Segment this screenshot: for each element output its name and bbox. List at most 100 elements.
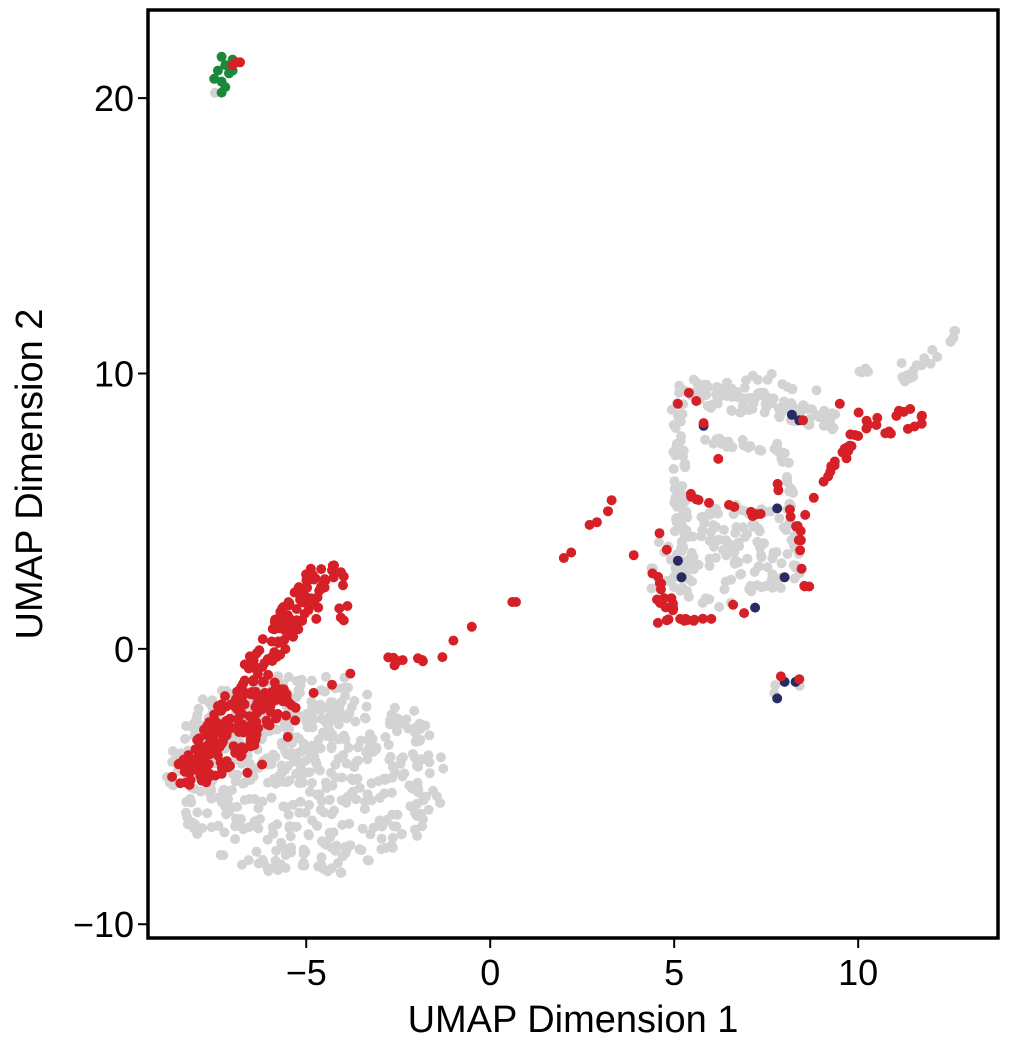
background-cell-point xyxy=(294,807,305,818)
highlight-cell-point xyxy=(266,652,277,663)
background-cell-point xyxy=(668,582,679,592)
background-cell-point xyxy=(359,712,370,723)
background-cell-point xyxy=(223,793,234,804)
highlight-cell-point xyxy=(823,471,834,482)
background-cell-point xyxy=(341,797,352,808)
background-cell-point xyxy=(327,729,338,740)
background-cell-point xyxy=(232,801,242,812)
green-cell-point xyxy=(216,87,227,98)
background-cell-point xyxy=(671,517,682,528)
highlight-cell-point xyxy=(916,411,927,422)
background-cell-point xyxy=(325,829,336,840)
background-cell-point xyxy=(277,740,288,751)
highlight-cell-point xyxy=(747,511,758,522)
background-cell-point xyxy=(376,844,387,855)
highlight-cell-point xyxy=(795,545,806,556)
highlight-cell-point xyxy=(689,614,700,625)
highlight-cell-point xyxy=(239,659,250,670)
background-cell-point xyxy=(830,409,841,420)
background-cell-point xyxy=(742,529,752,539)
background-cell-point xyxy=(756,550,766,561)
background-cell-point xyxy=(250,794,260,805)
highlight-cell-point xyxy=(661,544,672,555)
background-cell-point xyxy=(418,795,429,806)
background-cell-point xyxy=(284,775,295,786)
background-cell-point xyxy=(767,573,778,584)
highlight-cell-point xyxy=(335,612,346,623)
highlight-cell-point xyxy=(282,732,293,742)
background-cell-point xyxy=(674,387,685,398)
highlight-cell-point xyxy=(282,619,293,630)
background-cell-point xyxy=(770,680,781,691)
background-cell-point xyxy=(718,524,729,535)
navy-cell-point xyxy=(779,572,790,583)
background-cell-point xyxy=(742,553,753,564)
background-cell-point xyxy=(762,562,773,573)
background-cell-point xyxy=(356,845,367,856)
background-cell-point xyxy=(266,759,277,770)
background-cell-point xyxy=(262,834,273,845)
background-cell-point xyxy=(285,831,296,842)
highlight-cell-point xyxy=(235,57,245,68)
background-cell-point xyxy=(301,708,312,719)
background-cell-point xyxy=(307,778,317,788)
highlight-cell-point xyxy=(270,685,281,696)
background-cell-point xyxy=(288,799,298,810)
highlight-cell-point xyxy=(291,615,302,626)
background-cell-point xyxy=(702,400,713,411)
background-cell-point xyxy=(752,374,763,385)
background-cell-point xyxy=(272,865,283,876)
highlight-cell-point xyxy=(713,453,724,464)
highlight-cell-point xyxy=(288,631,299,642)
background-cell-point xyxy=(197,823,208,834)
background-cell-point xyxy=(230,834,241,845)
highlight-cell-point xyxy=(186,762,197,773)
background-cell-point xyxy=(330,759,341,770)
background-cell-point xyxy=(376,833,387,844)
background-cell-point xyxy=(353,742,364,753)
background-cell-point xyxy=(733,557,744,568)
background-cell-point xyxy=(304,767,315,778)
background-cell-point xyxy=(714,602,725,612)
highlight-cell-point xyxy=(239,699,250,710)
highlight-cell-point xyxy=(784,504,795,515)
green-cell-point xyxy=(216,51,227,62)
highlight-cell-point xyxy=(316,564,327,575)
highlight-cell-point xyxy=(891,410,902,421)
highlight-cell-point xyxy=(672,398,683,409)
background-cell-point xyxy=(387,761,398,772)
background-cell-point xyxy=(306,675,317,686)
background-cell-point xyxy=(677,582,688,593)
background-cell-point xyxy=(704,535,715,546)
background-cell-point xyxy=(221,809,232,820)
background-cell-point xyxy=(365,829,376,840)
background-cell-point xyxy=(726,383,737,394)
points-layer xyxy=(162,51,961,878)
background-cell-point xyxy=(854,366,865,377)
background-cell-point xyxy=(304,786,315,797)
background-cell-point xyxy=(752,580,763,591)
highlight-cell-point xyxy=(660,602,671,613)
highlight-cell-point xyxy=(342,601,353,611)
highlight-cell-point xyxy=(397,655,408,666)
background-cell-point xyxy=(736,568,747,579)
background-cell-point xyxy=(423,804,434,815)
highlight-cell-point xyxy=(215,738,226,749)
highlight-cell-point xyxy=(853,407,864,418)
y-axis-label: UMAP Dimension 2 xyxy=(9,309,51,640)
background-cell-point xyxy=(316,836,327,847)
background-cell-point xyxy=(385,751,396,762)
background-cell-point xyxy=(747,404,758,414)
background-cell-point xyxy=(693,559,704,570)
background-cell-point xyxy=(326,809,337,820)
background-cell-point xyxy=(695,383,706,394)
highlight-cell-point xyxy=(863,419,874,430)
highlight-cell-point xyxy=(591,517,602,528)
background-cell-point xyxy=(670,450,681,461)
highlight-cell-point xyxy=(293,583,304,594)
background-cell-point xyxy=(218,850,229,861)
highlight-cell-point xyxy=(302,582,313,593)
background-cell-point xyxy=(244,822,254,833)
background-cell-point xyxy=(335,867,346,878)
